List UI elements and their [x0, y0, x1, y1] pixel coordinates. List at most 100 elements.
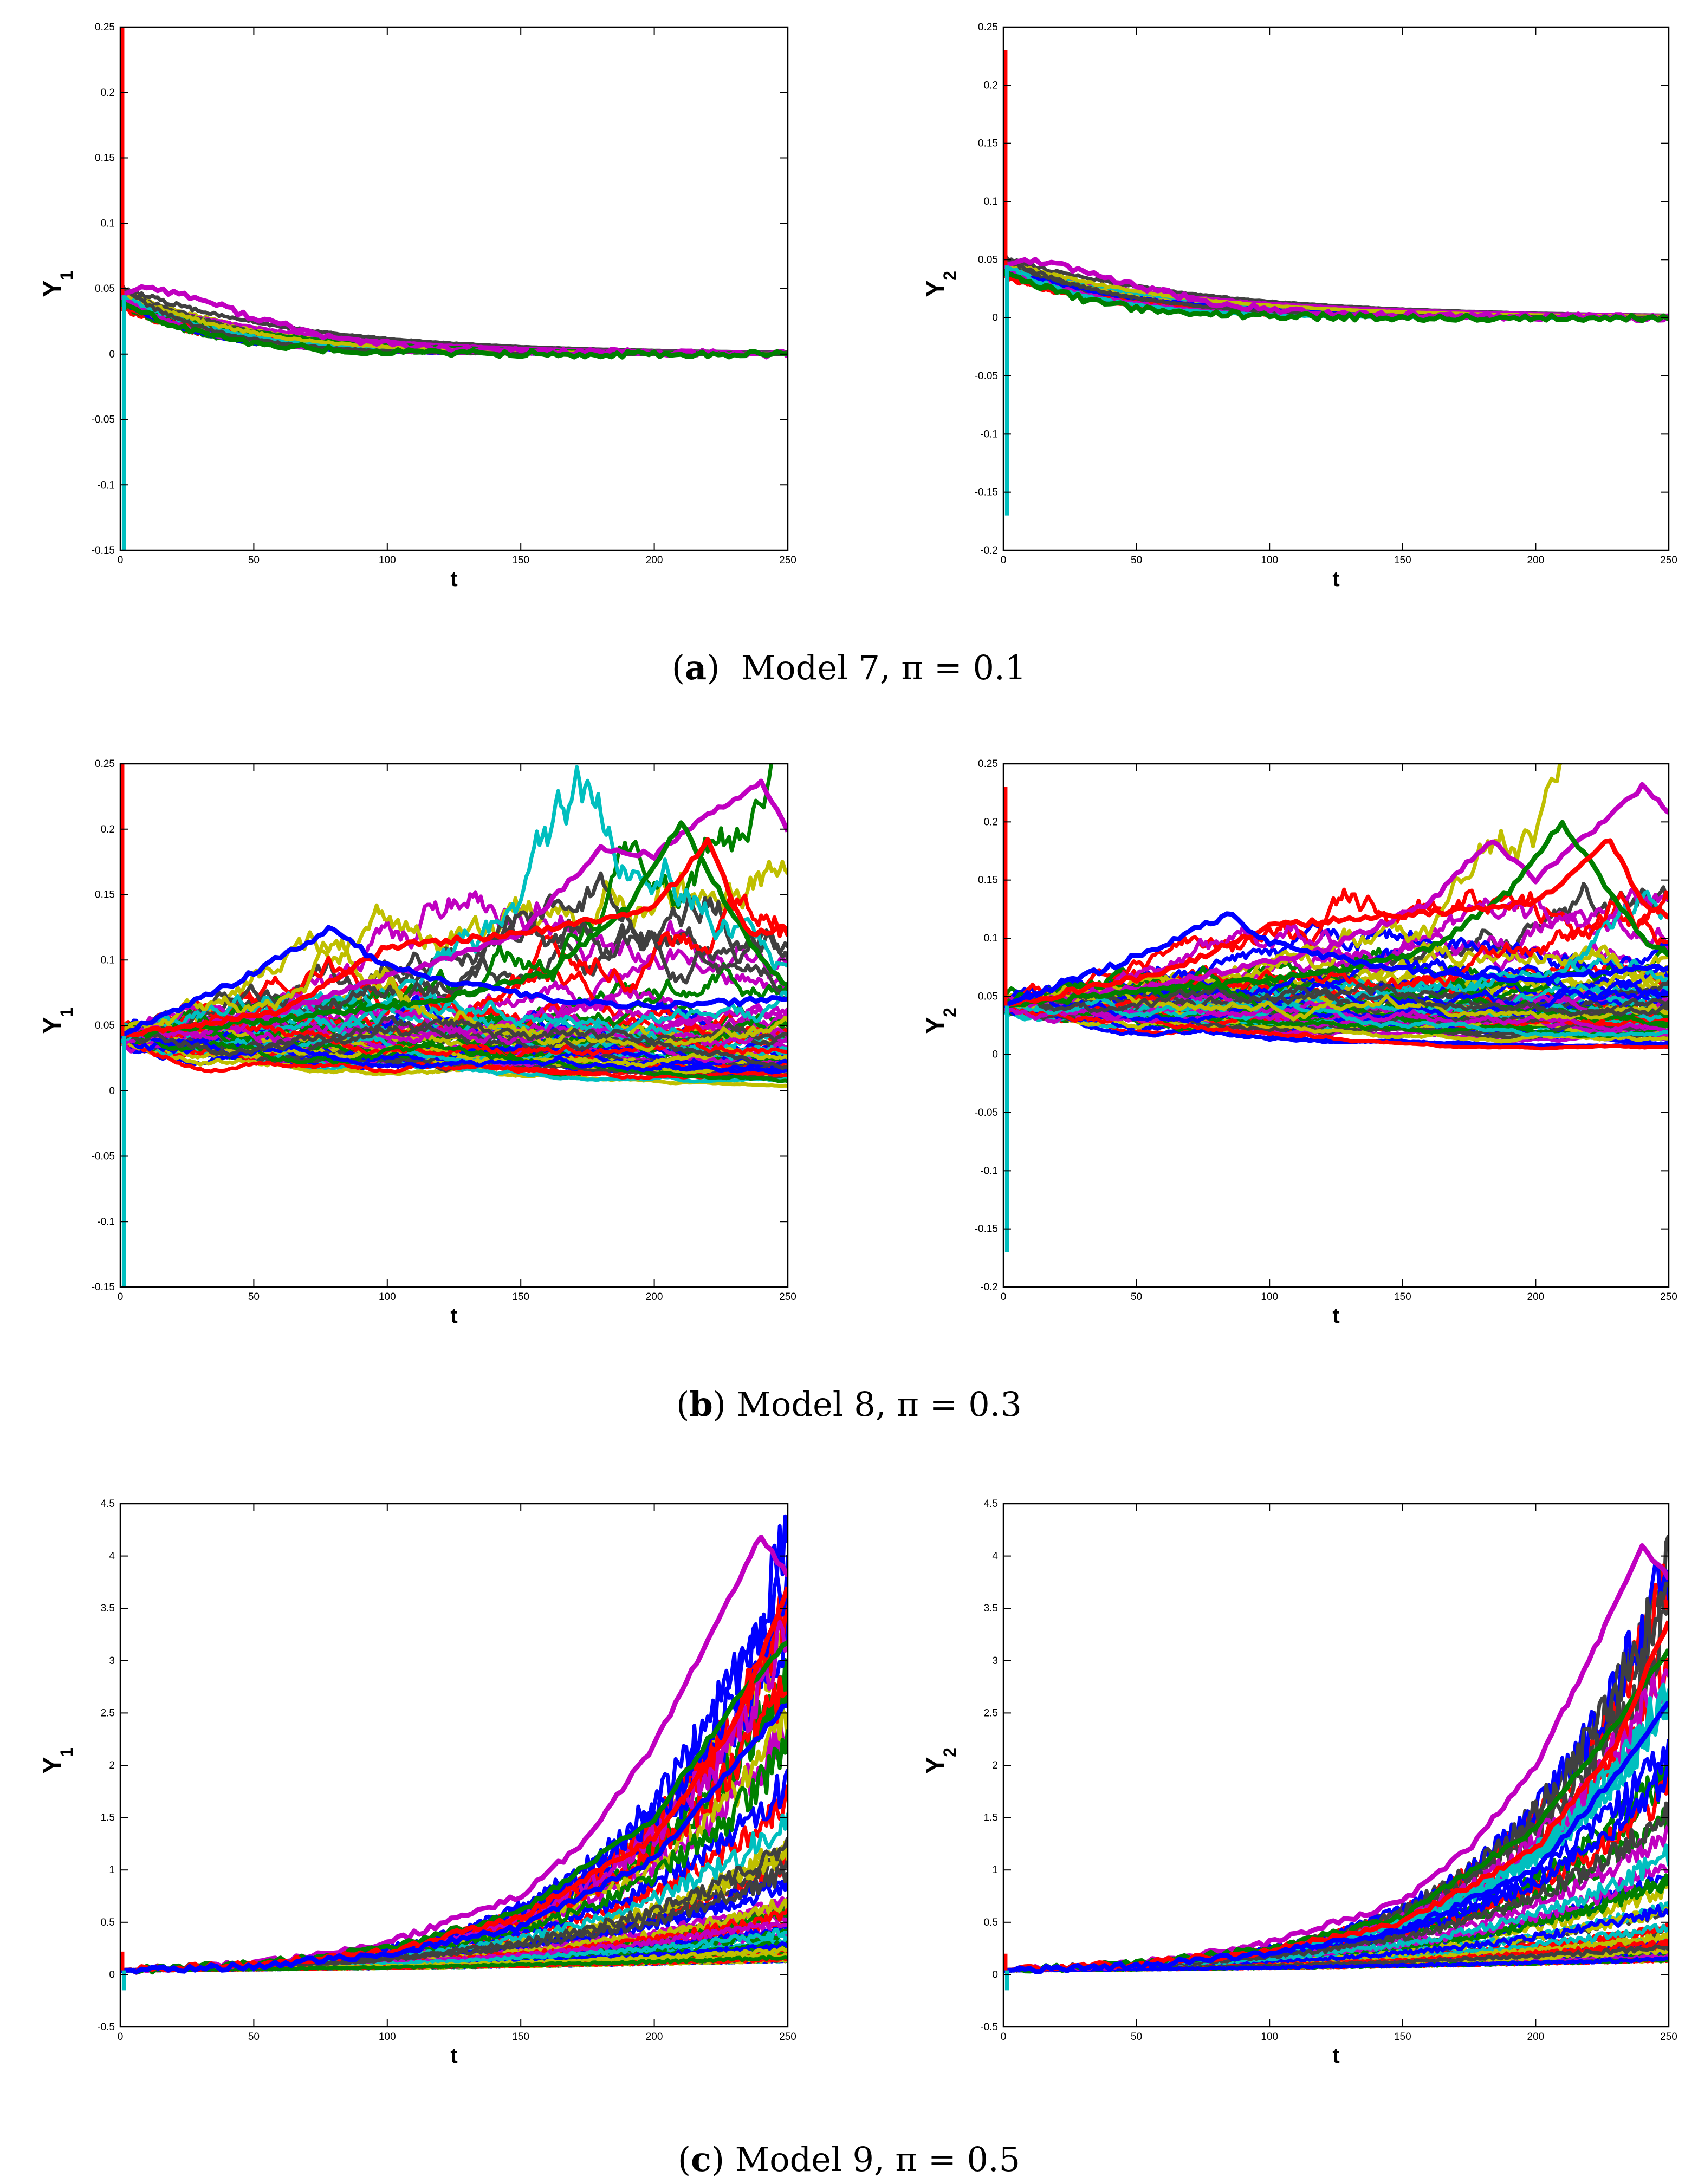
x-tick-label: 100: [1261, 555, 1278, 566]
x-tick-label: 200: [646, 555, 663, 566]
y-tick-label: 0.25: [978, 22, 998, 33]
axes-box: [119, 26, 789, 551]
y-tick-label: 0.15: [978, 875, 998, 886]
y-tick-label: 0.5: [984, 1917, 998, 1928]
y-tick-label: 0.05: [95, 283, 115, 295]
axes-box: [1002, 26, 1670, 551]
x-tick-label: 100: [379, 2031, 396, 2043]
x-tick-label: 0: [118, 555, 124, 566]
y-tick-label: 2: [992, 1760, 998, 1771]
x-tick-label: 50: [1131, 1291, 1142, 1303]
sim-path: [1003, 982, 1669, 1017]
x-axis-label: t: [450, 567, 457, 591]
sim-path: [1003, 976, 1669, 1016]
y-axis-label: Y: [921, 281, 949, 297]
y-tick-label: 0: [992, 1969, 998, 1980]
y-tick-label: 0.25: [978, 758, 998, 770]
y-axis-label-subscript: 2: [940, 1007, 960, 1017]
x-axis-label: t: [1332, 1304, 1339, 1328]
caption-c: (c) Model 9, π = 0.5: [677, 2140, 1021, 2179]
y-tick-label: 0.1: [101, 218, 115, 229]
sim-path: [120, 1018, 788, 1070]
x-tick-label: 250: [779, 2031, 796, 2043]
x-tick-label: 0: [118, 1291, 124, 1303]
x-tick-label: 250: [1660, 555, 1677, 566]
x-tick-label: 50: [248, 1291, 260, 1303]
y-tick-label: -0.05: [92, 1151, 115, 1162]
x-tick-label: 200: [1527, 2031, 1545, 2043]
chart-a-left: 0 50 100 150 200 250 -0.15 -0.1 -0.05 0 0.05 0.1 0.1…: [38, 22, 796, 591]
y-tick-label: 0: [992, 1049, 998, 1061]
x-tick-label: 150: [512, 2031, 529, 2043]
x-tick-label: 100: [1261, 2031, 1278, 2043]
x-tick-label: 0: [1001, 1291, 1007, 1303]
y-tick-label: 0: [992, 313, 998, 324]
y-tick-label: 3.5: [101, 1603, 115, 1614]
series-path-low: [1003, 269, 1669, 323]
y-tick-label: 0.1: [984, 933, 998, 944]
y-tick-label: -0.15: [92, 545, 115, 556]
caption-b: (b) Model 8, π = 0.3: [676, 1384, 1022, 1424]
x-axis-label: t: [1332, 567, 1339, 591]
series-path-peak-red: [1003, 838, 1669, 1008]
y-axis-label: Y: [38, 1757, 66, 1774]
series-path-peak-green: [120, 820, 788, 1039]
series-path-peak-blue: [120, 925, 788, 1038]
plot-area: [120, 1514, 788, 1991]
y-tick-label: 0.2: [101, 87, 115, 99]
y-tick-label: 0.25: [95, 758, 115, 770]
x-axis-label: t: [450, 2044, 457, 2068]
x-tick-label: 150: [1394, 555, 1411, 566]
y-tick-label: 2: [109, 1760, 115, 1771]
plot-area: [120, 27, 788, 550]
y-tick-label: 0.05: [978, 254, 998, 265]
chart-a-right: 0 50 100 150 200 250 -0.2 -0.15 -0.1 -0.05 0 0.05 0.…: [921, 22, 1677, 591]
y-tick-label: 0.2: [984, 816, 998, 828]
series-path-peak-blue: [1003, 911, 1669, 1008]
y-tick-label: 1: [109, 1864, 115, 1876]
y-tick-label: 0.15: [978, 138, 998, 150]
chart-c-left: 0 50 100 150 200 250-0.500.511.522.533.544.5t…: [38, 1498, 796, 2068]
y-axis-label-subscript: 1: [57, 1007, 76, 1017]
y-axis-label: Y: [921, 1757, 949, 1774]
y-tick-label: 0.2: [984, 80, 998, 91]
sim-path: [120, 1030, 788, 1069]
x-tick-label: 200: [646, 1291, 663, 1303]
y-tick-label: -0.1: [980, 428, 998, 440]
y-axis-label-subscript: 1: [57, 271, 76, 281]
x-axis-label: t: [1332, 2044, 1339, 2068]
y-tick-label: -0.1: [97, 479, 115, 491]
y-tick-label: 1: [992, 1864, 998, 1876]
y-tick-label: -0.05: [92, 414, 115, 426]
x-tick-label: 50: [248, 2031, 260, 2043]
y-tick-label: -0.15: [975, 487, 998, 498]
y-tick-label: 4: [109, 1551, 115, 1562]
x-tick-label: 150: [1394, 1291, 1411, 1303]
y-tick-label: -0.2: [980, 545, 998, 556]
y-tick-label: 4.5: [984, 1498, 998, 1510]
x-tick-label: 50: [1131, 2031, 1142, 2043]
sim-path: [1003, 1535, 1669, 1973]
sim-path: [1003, 1000, 1669, 1033]
y-axis-label: Y: [921, 1017, 949, 1034]
caption-a-text: Model 7, π = 0.1: [741, 648, 1027, 687]
x-axis-label: t: [450, 1304, 457, 1328]
y-tick-label: 4: [992, 1551, 998, 1562]
y-tick-label: -0.1: [97, 1216, 115, 1227]
y-tick-label: -0.15: [92, 1282, 115, 1293]
series-path-cyan: [1003, 1700, 1669, 1974]
y-axis-label: Y: [38, 281, 66, 297]
y-tick-label: -0.05: [975, 370, 998, 382]
y-tick-label: -0.5: [97, 2021, 115, 2033]
x-tick-label: 200: [1527, 555, 1545, 566]
x-tick-label: 0: [1001, 2031, 1007, 2043]
y-tick-label: 1.5: [101, 1812, 115, 1824]
y-tick-label: 3: [992, 1655, 998, 1667]
x-tick-label: 0: [118, 2031, 124, 2043]
y-tick-label: -0.15: [975, 1224, 998, 1235]
y-axis-label-subscript: 1: [57, 1747, 76, 1757]
x-tick-label: 100: [1261, 1291, 1278, 1303]
chart-c-right: 0 50 100 150 200 250-0.500.511.522.533.544.5t…: [921, 1498, 1677, 2068]
plot-area: [1003, 50, 1669, 516]
